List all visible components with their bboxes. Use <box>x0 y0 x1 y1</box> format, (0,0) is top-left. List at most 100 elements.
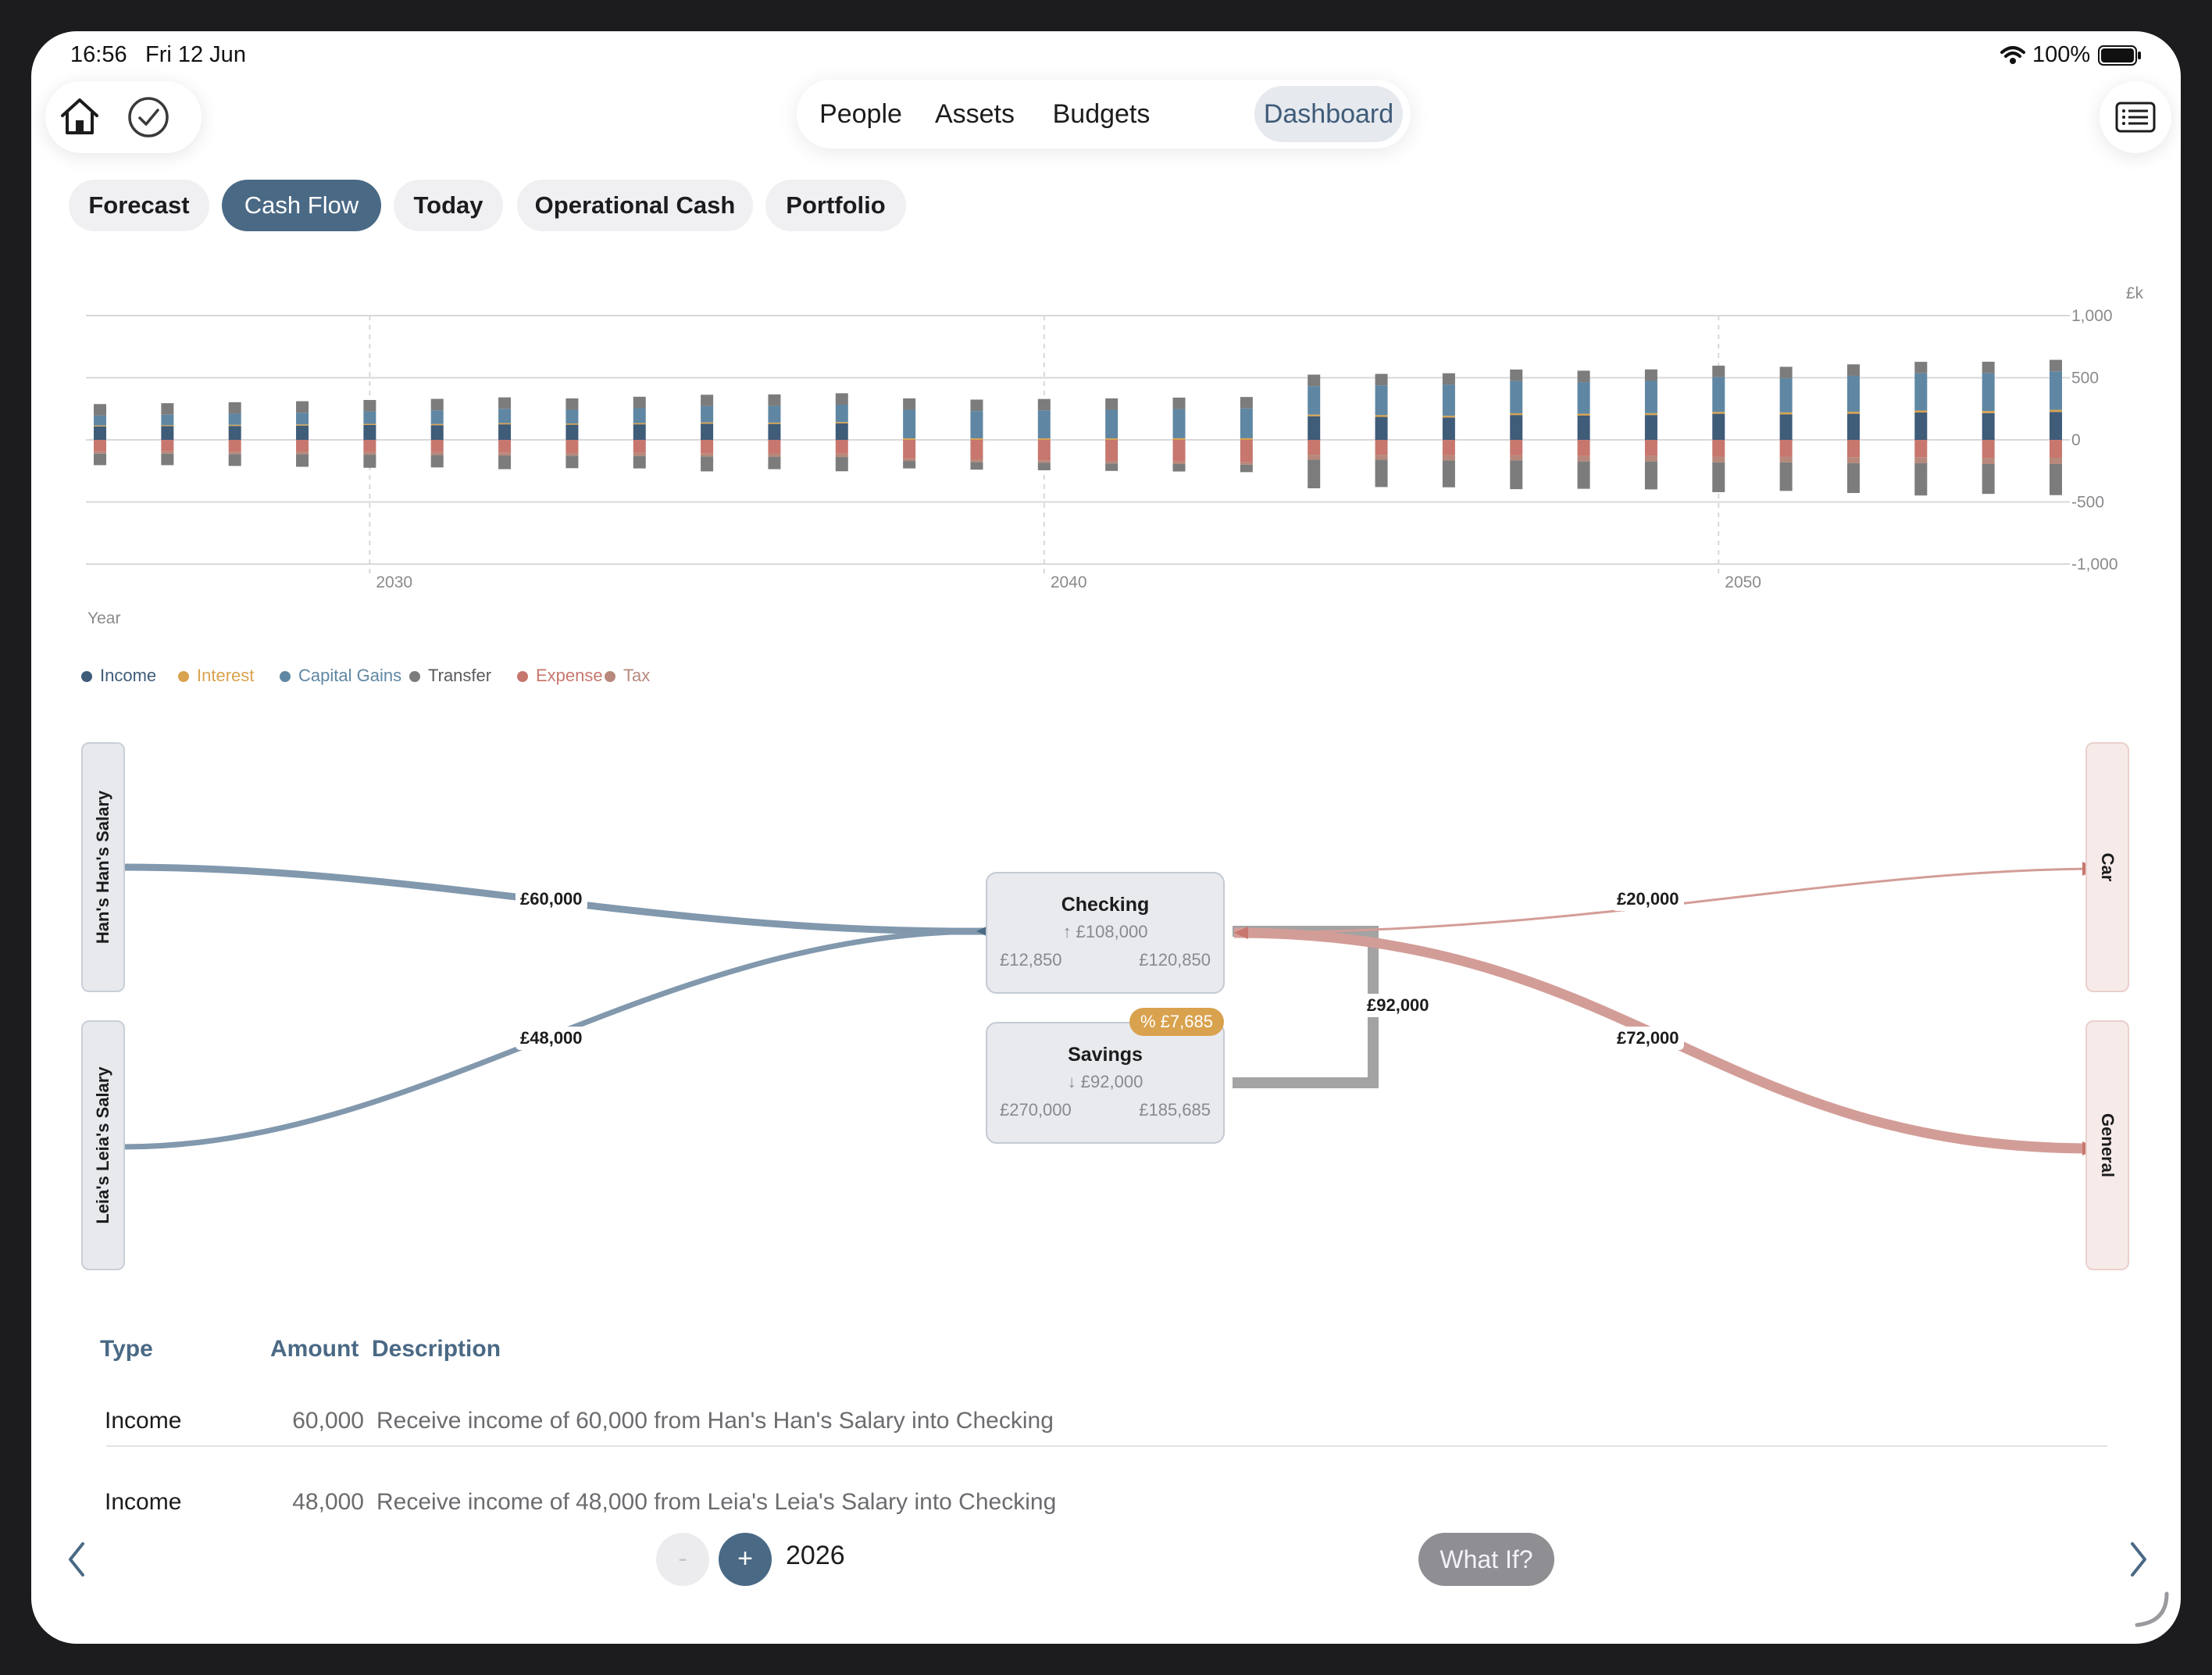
year-value: 2026 <box>786 1541 845 1570</box>
chart-bar-segment <box>1779 440 1793 457</box>
account-node-checking[interactable]: Checking ↑ £108,000 £12,850 £120,850 <box>986 872 1225 994</box>
destination-node-general[interactable]: General <box>2085 1020 2129 1270</box>
chart-bar-segment <box>1037 398 1051 411</box>
destination-node-car[interactable]: Car <box>2085 742 2129 992</box>
list-icon[interactable] <box>2114 95 2157 139</box>
chart-bar-segment <box>1240 440 1253 462</box>
chart-bar-segment <box>94 451 106 454</box>
chart-bar-segment <box>296 401 309 413</box>
chart-bar-segment <box>1308 459 1321 489</box>
battery-icon <box>2098 45 2141 66</box>
chart-bar-segment <box>633 452 646 456</box>
legend-swatch <box>81 671 92 682</box>
source-label: Han's Han's Salary <box>93 790 112 945</box>
chart-bar-segment <box>633 396 646 409</box>
chart-bar-segment <box>1914 410 1928 413</box>
chart-bar-segment <box>835 405 848 423</box>
chart-bar-segment <box>1375 440 1388 455</box>
chart-bar-segment <box>1308 440 1321 455</box>
chart-bar-segment <box>94 426 106 440</box>
legend-item[interactable]: Income <box>81 666 156 686</box>
chart-bar-segment <box>161 440 174 452</box>
tab-people[interactable]: People <box>819 99 902 129</box>
chart-bar-segment <box>94 425 106 427</box>
chevron-left-icon[interactable] <box>62 1539 91 1580</box>
x-tick-label: 2050 <box>1725 573 1761 591</box>
legend-item[interactable]: Capital Gains <box>280 666 401 686</box>
chart-bar-segment <box>1510 440 1523 455</box>
chart-bar-segment <box>1442 373 1455 385</box>
chart-bar-segment <box>2050 409 2062 412</box>
chart-bar-segment <box>1037 410 1051 439</box>
chart-bar-segment <box>1779 462 1793 491</box>
checkmark-circle-icon[interactable] <box>125 94 172 141</box>
tab-dashboard[interactable]: Dashboard <box>1254 86 1403 142</box>
chart-bar-segment <box>1510 380 1523 413</box>
legend-item[interactable]: Expense <box>517 666 603 686</box>
chart-bar-segment <box>228 413 241 425</box>
legend-item[interactable]: Transfer <box>409 666 491 686</box>
subtab-portfolio[interactable]: Portfolio <box>765 180 906 231</box>
legend-item[interactable]: Tax <box>605 666 650 686</box>
increment-year-button[interactable]: + <box>719 1533 772 1586</box>
battery-percent: 100% <box>2032 42 2091 67</box>
account-node-savings[interactable]: Savings ↓ £92,000 £270,000 £185,685 <box>986 1022 1225 1144</box>
table-header-type: Type <box>100 1336 153 1362</box>
chart-bar-segment <box>498 455 512 470</box>
what-if-button[interactable]: What If? <box>1418 1533 1554 1586</box>
chart-bar-segment <box>1172 464 1186 472</box>
chart-bar-segment <box>903 458 916 462</box>
chart-bar-segment <box>94 440 106 452</box>
chart-bar-segment <box>1308 416 1321 440</box>
chart-bar-segment <box>161 451 174 454</box>
chart-bar-segment <box>1105 398 1118 410</box>
subtab-operational-cash[interactable]: Operational Cash <box>517 180 753 231</box>
chart-bar-segment <box>1037 462 1051 470</box>
chart-bar-segment <box>296 440 309 452</box>
chart-bar-segment <box>2050 458 2062 465</box>
chart-bar-segment <box>565 398 579 410</box>
home-icon[interactable] <box>56 94 103 141</box>
chart-bar-segment <box>1037 438 1051 440</box>
chart-bar-segment <box>1644 415 1657 440</box>
flow-label-car: £20,000 <box>1612 888 1684 911</box>
legend-swatch <box>605 671 615 682</box>
chart-bar-segment <box>1510 455 1523 461</box>
chart-bar-segment <box>1375 415 1388 417</box>
account-change: ↓ £92,000 <box>1067 1072 1143 1091</box>
chart-bar-segment <box>1982 373 1995 412</box>
chart-bar-segment <box>228 454 241 466</box>
account-end-balance: £185,685 <box>1139 1100 1211 1120</box>
chart-bar-segment <box>835 440 848 454</box>
account-start-balance: £270,000 <box>1000 1100 1072 1120</box>
source-node-han-salary[interactable]: Han's Han's Salary <box>81 742 125 992</box>
chart-bar-segment <box>228 452 241 455</box>
chart-bar-segment <box>633 440 646 453</box>
tab-budgets[interactable]: Budgets <box>1052 99 1151 129</box>
table-cell-type: Income <box>105 1489 182 1515</box>
subtab-forecast[interactable]: Forecast <box>69 180 209 231</box>
chart-bar-segment <box>565 452 579 456</box>
chart-bar-segment <box>430 452 444 455</box>
subtab-cash-flow[interactable]: Cash Flow <box>222 180 381 231</box>
chart-bar-segment <box>1712 413 1725 440</box>
chart-bar-segment <box>1712 377 1725 412</box>
flow-arrowhead-checking-out <box>1234 927 1248 939</box>
chart-bar-segment <box>1846 364 1860 376</box>
chart-bar-segment <box>1308 374 1321 387</box>
tab-assets[interactable]: Assets <box>934 99 1015 129</box>
cash-flow-bar-chart: 1,000 500 0 -500 -1,000 £k 2030 2040 2050 Year <box>86 284 2143 627</box>
chevron-right-icon[interactable] <box>2125 1539 2153 1580</box>
legend-item[interactable]: Interest <box>178 666 254 686</box>
flow-label-general: £72,000 <box>1612 1027 1684 1050</box>
chart-bar-segment <box>430 410 444 424</box>
chart-bar-segment <box>430 455 444 468</box>
chart-bar-segment <box>94 415 106 426</box>
status-time: 16:56 <box>70 42 127 67</box>
source-node-leia-salary[interactable]: Leia's Leia's Salary <box>81 1020 125 1270</box>
flow-label-han: £60,000 <box>516 888 587 911</box>
decrement-year-button[interactable]: - <box>656 1533 709 1586</box>
subtab-today[interactable]: Today <box>394 180 503 231</box>
chart-bar-segment <box>1105 463 1118 471</box>
chart-bar-segment <box>1982 412 1995 440</box>
